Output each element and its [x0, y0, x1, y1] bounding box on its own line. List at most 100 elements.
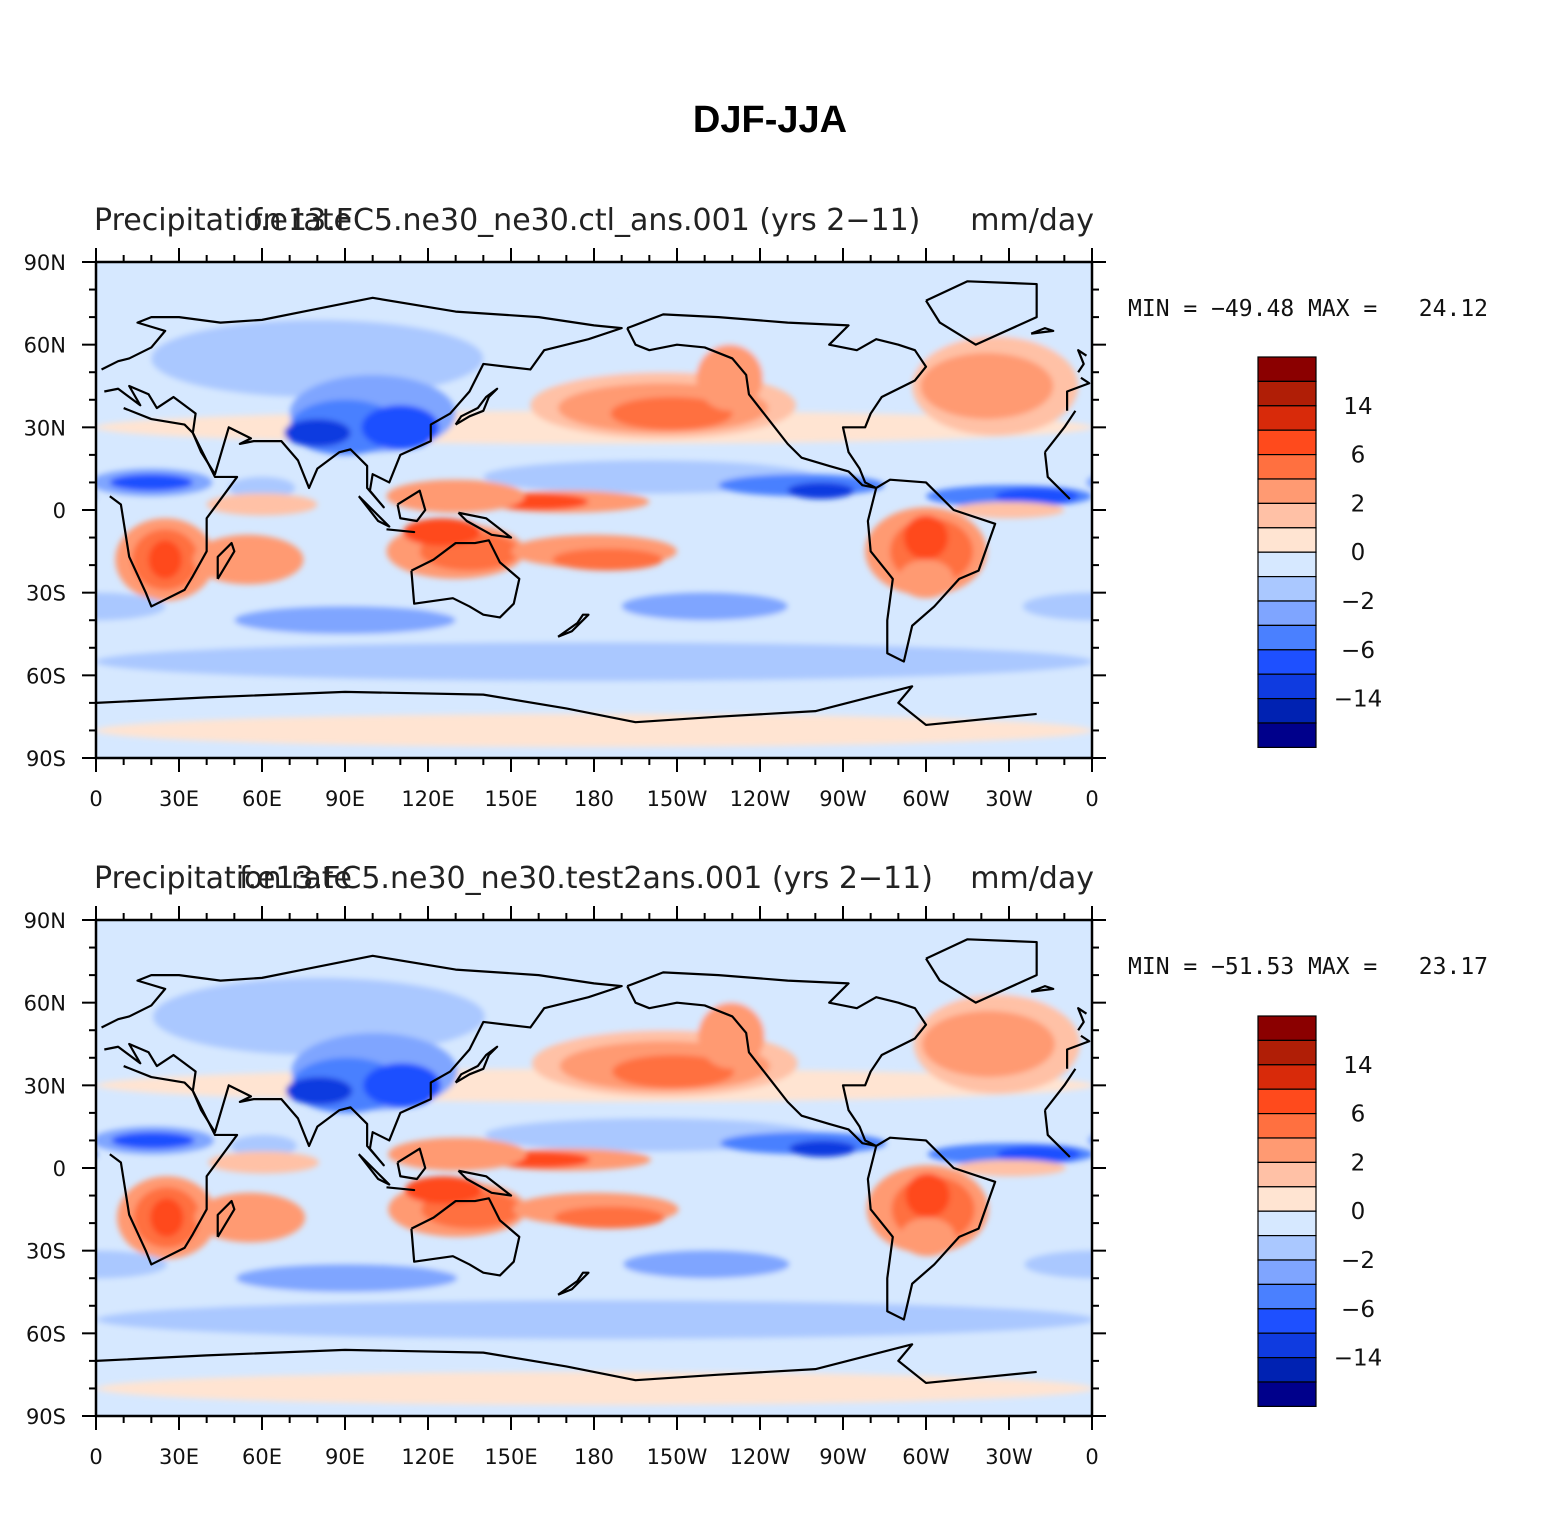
- lon-tick-label: 60W: [902, 787, 950, 811]
- anomaly-contour: [1479, 460, 1541, 493]
- anomaly-contour: [1145, 540, 1178, 579]
- anomaly-contour: [903, 515, 949, 560]
- anomaly-contour: [696, 344, 763, 411]
- coastline: [109, 1065, 1077, 1266]
- colorbar-box: [1257, 1186, 1317, 1212]
- lon-tick-label: 0: [89, 787, 102, 811]
- lat-tick-label: 0: [53, 499, 66, 523]
- colorbar-box: [1257, 551, 1317, 578]
- anomaly-contour: [1383, 480, 1521, 513]
- coastline: [866, 1136, 997, 1321]
- colorbar-box: [1257, 575, 1317, 602]
- anomaly-contour: [111, 1132, 195, 1149]
- coastline: [386, 528, 416, 534]
- coastline: [96, 1343, 1037, 1385]
- lon-tick-label: 120E: [401, 787, 454, 811]
- colorbar-label: 14: [1343, 1053, 1372, 1079]
- map-panel-top: 0 30E 60E 90E 120E 150E 180 150W 120W 90W 60W 30W 09…: [0, 203, 1541, 811]
- anomaly-contour: [899, 1217, 956, 1257]
- anomaly-contour: [234, 606, 456, 634]
- figure-title: DJF-JJA: [693, 99, 847, 141]
- anomaly-contour: [0, 485, 96, 507]
- lon-tick-label: 90W: [819, 787, 867, 811]
- colorbar-box: [1257, 1283, 1317, 1310]
- coastline: [357, 495, 391, 528]
- anomaly-contour: [235, 1264, 458, 1292]
- anomaly-contour: [1528, 1030, 1541, 1096]
- coastline: [410, 1197, 521, 1277]
- anomaly-contour: [0, 353, 57, 419]
- anomaly-contour: [1526, 372, 1541, 438]
- anomaly-contour: [192, 534, 304, 585]
- anomaly-contour: [97, 1300, 1092, 1339]
- anomaly-contour: [194, 1192, 306, 1243]
- anomaly-contour: [206, 493, 318, 516]
- coastline: [386, 1186, 416, 1192]
- colorbar-label: 2: [1351, 1150, 1366, 1176]
- anomaly-contour: [612, 1055, 734, 1089]
- lat-tick-label: 30S: [26, 582, 66, 606]
- anomaly-contour: [920, 352, 1054, 420]
- anomaly-contour: [621, 592, 788, 621]
- coastline: [1030, 327, 1055, 335]
- lon-tick-label: 120W: [730, 1445, 791, 1469]
- lat-tick-label: 30N: [24, 416, 66, 440]
- anomaly-contour: [1384, 1182, 1522, 1237]
- anomaly-contour: [1086, 476, 1092, 489]
- coastline: [1077, 349, 1088, 373]
- anomaly-contour: [96, 1290, 98, 1294]
- anomaly-contour: [284, 419, 351, 447]
- colorbar-box: [1257, 1210, 1317, 1237]
- colorbar-label: −2: [1341, 589, 1375, 615]
- coastline: [101, 954, 1091, 1167]
- colorbar-box: [1257, 1332, 1317, 1359]
- lat-tick-label: 90N: [24, 251, 66, 275]
- coastline: [410, 539, 521, 619]
- anomaly-contour: [1485, 493, 1541, 510]
- lon-tick-label: 120E: [401, 1445, 454, 1469]
- anomaly-contour: [0, 714, 96, 747]
- coastline: [626, 313, 928, 490]
- anomaly-contour: [1383, 524, 1521, 579]
- colorbar-box: [1257, 722, 1317, 748]
- anomaly-contour: [1113, 1176, 1213, 1259]
- anomaly-contour: [1399, 518, 1476, 546]
- anomaly-contour: [228, 476, 296, 499]
- case-name: f.e13.FC5.ne30_ne30.test2ans.001 (yrs 2−…: [239, 861, 933, 896]
- coastline: [1030, 985, 1055, 993]
- anomaly-contour: [1094, 1267, 1541, 1317]
- colorbar-box: [1257, 502, 1317, 529]
- anomaly-contour: [1487, 1151, 1541, 1168]
- anomaly-contour: [1507, 535, 1541, 568]
- lon-tick-label: 180: [574, 1445, 614, 1469]
- anomaly-contour: [148, 540, 182, 579]
- coastline: [457, 1169, 513, 1197]
- coastline: [101, 296, 1091, 509]
- anomaly-contour: [1416, 532, 1516, 571]
- anomaly-contour: [0, 1011, 59, 1077]
- lon-tick-label: 150W: [647, 787, 708, 811]
- coastline: [1077, 1007, 1088, 1031]
- colorbar-label: 0: [1351, 540, 1366, 566]
- anomaly-contour: [1417, 1190, 1517, 1229]
- map-panel-bottom: 0 30E 60E 90E 120E 150E 180 150W 120W 90W 60W 30W 09…: [0, 861, 1541, 1469]
- coastline: [396, 489, 427, 523]
- anomaly-contour: [787, 482, 855, 499]
- colorbar: 14 6 2 0 −2 −6 −14: [1257, 356, 1382, 748]
- coastline: [109, 407, 1077, 608]
- min-max-stats: MIN = −51.53 MAX = 23.17: [1128, 954, 1488, 980]
- colorbar: 14 6 2 0 −2 −6 −14: [1257, 1015, 1383, 1407]
- anomaly-contour: [97, 1371, 1092, 1405]
- coastline: [925, 280, 1038, 346]
- lon-tick-label: 0: [1085, 787, 1098, 811]
- lat-tick-label: 90S: [26, 747, 66, 771]
- anomaly-contour: [1111, 518, 1211, 601]
- lat-tick-label: 30S: [26, 1240, 66, 1264]
- colorbar-label: −14: [1334, 1346, 1383, 1372]
- anomaly-contour: [1146, 1198, 1179, 1237]
- units: mm/day: [970, 203, 1094, 238]
- anomaly-contour: [552, 548, 664, 571]
- coastline: [96, 685, 1037, 727]
- colorbar-box: [1257, 1381, 1317, 1407]
- anomaly-contour: [922, 1010, 1055, 1078]
